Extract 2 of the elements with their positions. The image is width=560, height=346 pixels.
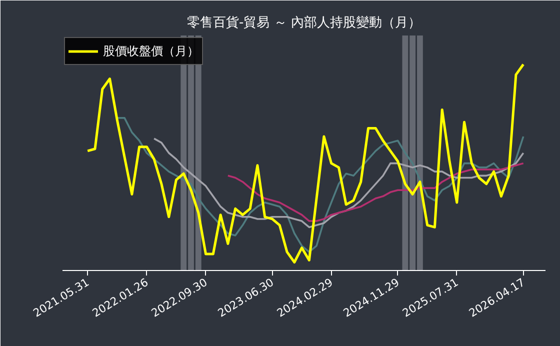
chart-title: 零售百貨-貿易 ～ 內部人持股變動（月） [187,16,421,30]
legend-label: 股價收盤價（月） [103,42,199,60]
